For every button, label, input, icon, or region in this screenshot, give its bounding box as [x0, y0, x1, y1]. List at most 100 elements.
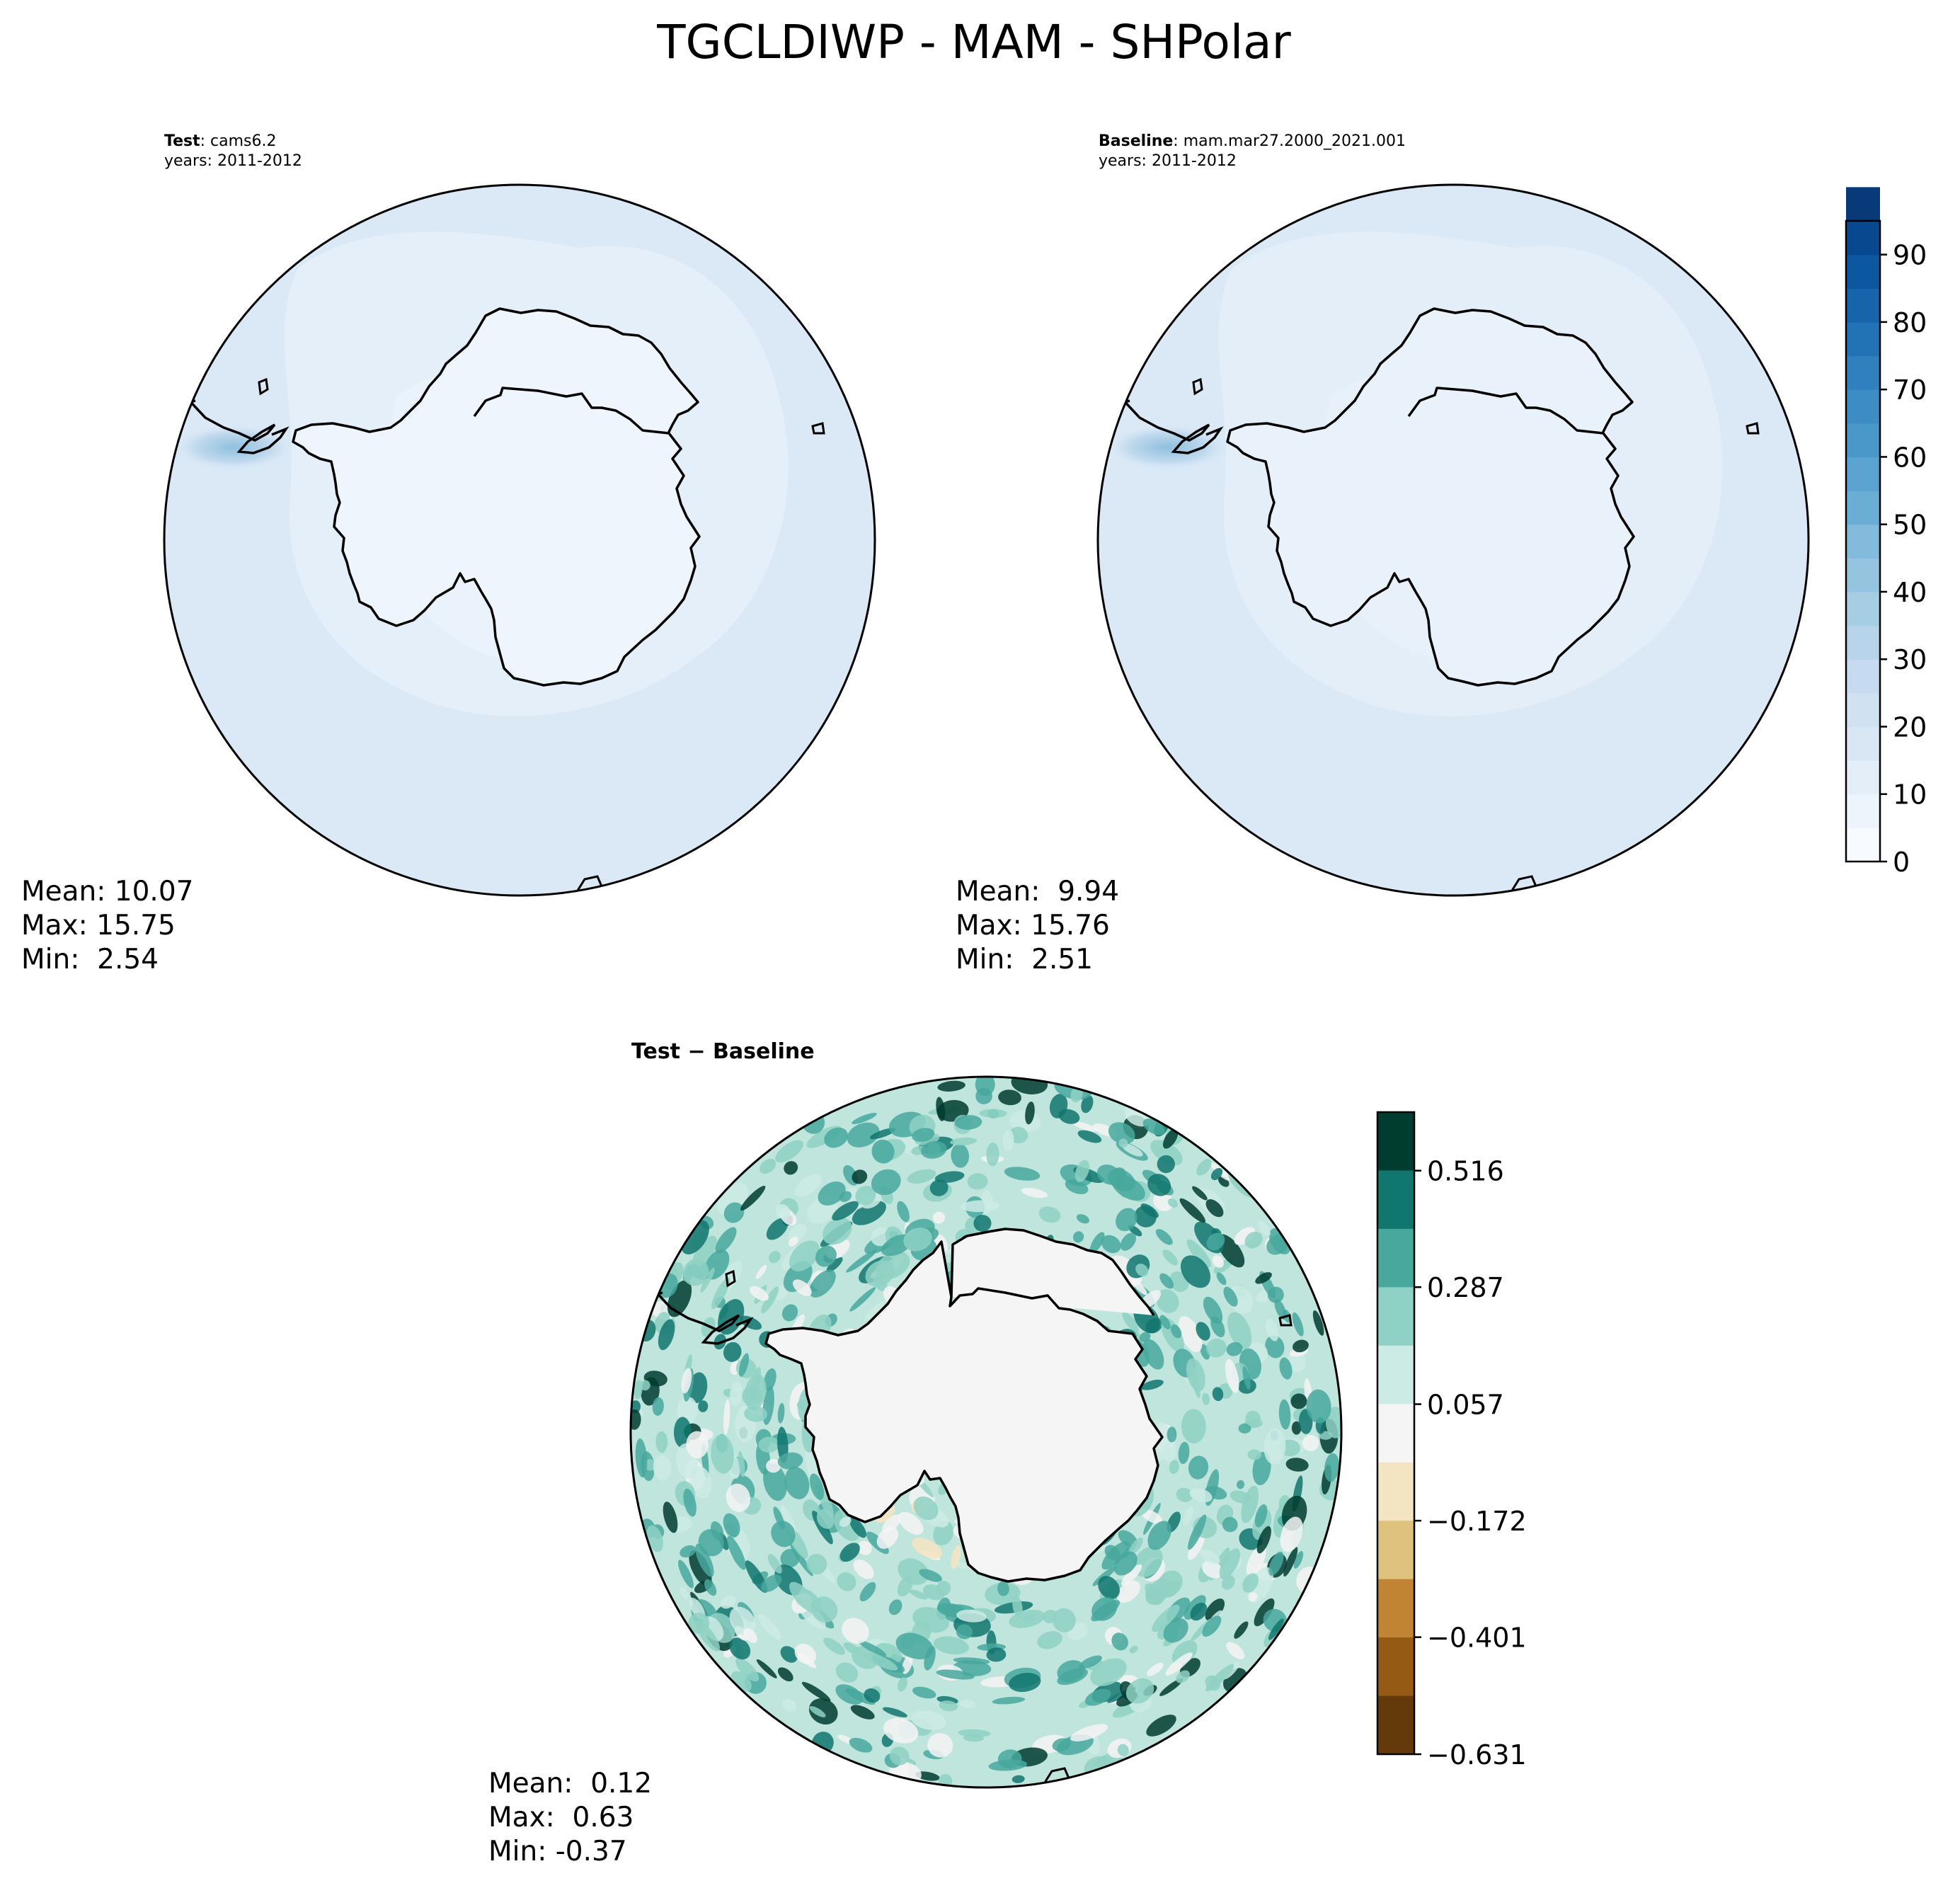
difference-map-cell [769, 1251, 781, 1264]
difference-map-cell [1265, 1335, 1285, 1358]
difference-map-cell [846, 1249, 877, 1273]
difference-map-cell [686, 1431, 709, 1459]
difference-map-cell [936, 1097, 946, 1121]
difference-map-cell [1225, 1358, 1239, 1393]
difference-map-cell [1076, 1214, 1089, 1224]
difference-map-cell [1108, 1122, 1135, 1145]
difference-map-cell [1109, 1255, 1142, 1286]
difference-map-cell [680, 1545, 697, 1558]
difference-map-cell [1283, 1547, 1298, 1577]
main-colorbar-tick-label: 70 [1893, 374, 1927, 406]
difference-map-cell [1180, 1255, 1211, 1288]
difference-map-cell [1081, 1095, 1094, 1114]
difference-map-cell [1245, 1410, 1261, 1427]
difference-map-cell [1247, 1449, 1262, 1460]
difference-map-cell [882, 1707, 907, 1717]
difference-map-cell [729, 1381, 743, 1406]
difference-map-cell [1205, 1664, 1234, 1692]
difference-map-cell [1165, 1652, 1193, 1676]
difference-map-cell [809, 1269, 836, 1298]
difference-colorbar-tick-label: 0.287 [1427, 1272, 1504, 1303]
main-colorbar: 0 10 20 30 40 50 60 70 80 90 [1845, 187, 1927, 878]
difference-map-cell [824, 1127, 848, 1148]
difference-map-cell [643, 1371, 667, 1387]
difference-map-cell [1058, 1109, 1080, 1124]
difference-map-cell [847, 1122, 880, 1148]
test-map [164, 185, 875, 896]
difference-map-cell [956, 1624, 973, 1640]
difference-map-cell [1089, 1232, 1105, 1254]
difference-map-cell [1302, 1435, 1319, 1451]
baseline-map [1098, 185, 1809, 896]
difference-map-cell [1188, 1514, 1207, 1550]
difference-map-cell [835, 1684, 864, 1705]
difference-colorbar: 0.516 0.287 0.057 −0.172 −0.401 −0.631 [1376, 1111, 1527, 1770]
difference-map-cell [1084, 1688, 1111, 1706]
main-colorbar-tick-label: 60 [1893, 442, 1927, 473]
difference-map-cell [871, 1227, 890, 1247]
difference-map-cell [1070, 1724, 1108, 1741]
difference-map-cell [951, 1143, 970, 1168]
difference-map-cell [1121, 1143, 1143, 1157]
difference-map-cell [1258, 1220, 1271, 1237]
difference-map-cell [871, 1139, 895, 1164]
difference-map-cell [959, 1700, 975, 1708]
difference-map-cell [1111, 1632, 1128, 1651]
difference-colorbar-tick-label: −0.172 [1427, 1506, 1527, 1537]
main-colorbar-segment [1846, 457, 1880, 491]
difference-map-cell [1186, 1358, 1205, 1392]
difference-map-cell [1098, 1576, 1120, 1599]
difference-map-cell [933, 1636, 969, 1655]
difference-map-cell [749, 1286, 769, 1301]
difference-map-cell [777, 1667, 793, 1682]
difference-map-cell [1141, 1509, 1163, 1524]
difference-map-cell [695, 1543, 714, 1577]
difference-map-cell [823, 1637, 845, 1655]
difference-map-cell [950, 1137, 978, 1146]
difference-map-cell [1163, 1128, 1179, 1149]
difference-map-cell [963, 1734, 985, 1742]
difference-map-cell [784, 1161, 798, 1175]
difference-map-cell [939, 1700, 958, 1712]
difference-map-cell [975, 1077, 995, 1097]
difference-map-cell [1324, 1453, 1340, 1482]
difference-map-cell [1216, 1272, 1227, 1286]
difference-map-cell [849, 1737, 873, 1753]
difference-map-cell [855, 1186, 876, 1206]
difference-map-cell [711, 1277, 730, 1310]
difference-map-cell [1052, 1738, 1071, 1751]
test-panel-years: years: 2011-2012 [164, 152, 302, 170]
difference-map-cell [1169, 1460, 1179, 1475]
difference-map-cell [1279, 1357, 1293, 1380]
difference-colorbar-tick-label: −0.401 [1427, 1623, 1527, 1654]
test-panel-label: Test: cams6.2 [164, 132, 277, 150]
difference-map-cell [1265, 1318, 1278, 1341]
difference-colorbar-outline [1376, 1111, 1416, 1756]
difference-map-cell [1241, 1485, 1259, 1523]
difference-map-cell [1186, 1239, 1211, 1268]
difference-map-cell [815, 1245, 837, 1267]
main-colorbar-segment [1846, 221, 1880, 256]
difference-map-cell [1167, 1198, 1178, 1208]
difference-map-cell [903, 1228, 932, 1252]
baseline-coast-island-2 [1746, 422, 1760, 435]
main-colorbar-segment [1846, 187, 1880, 222]
main-colorbar-segment [1846, 423, 1880, 458]
difference-colorbar-tick-label: −0.631 [1427, 1739, 1527, 1770]
difference-colorbar-segment [1377, 1462, 1414, 1521]
difference-colorbar-segment [1377, 1695, 1414, 1755]
difference-map-cell [913, 1496, 939, 1521]
difference-map-cell [682, 1258, 709, 1286]
difference-map-cell [1205, 1598, 1225, 1621]
difference-map-cell [801, 1681, 831, 1702]
difference-map-cell [764, 1368, 776, 1392]
difference-map-cell [1290, 1393, 1307, 1409]
difference-map-cell [1037, 1631, 1062, 1649]
difference-colorbar-segment [1377, 1521, 1414, 1580]
difference-map-cell [723, 1513, 740, 1538]
difference-map-cell [1212, 1387, 1224, 1402]
difference-colorbar-segment [1377, 1637, 1414, 1697]
difference-map-cell [897, 1575, 914, 1597]
difference-map-cell [1074, 1160, 1090, 1182]
difference-map-cell [922, 1584, 945, 1601]
